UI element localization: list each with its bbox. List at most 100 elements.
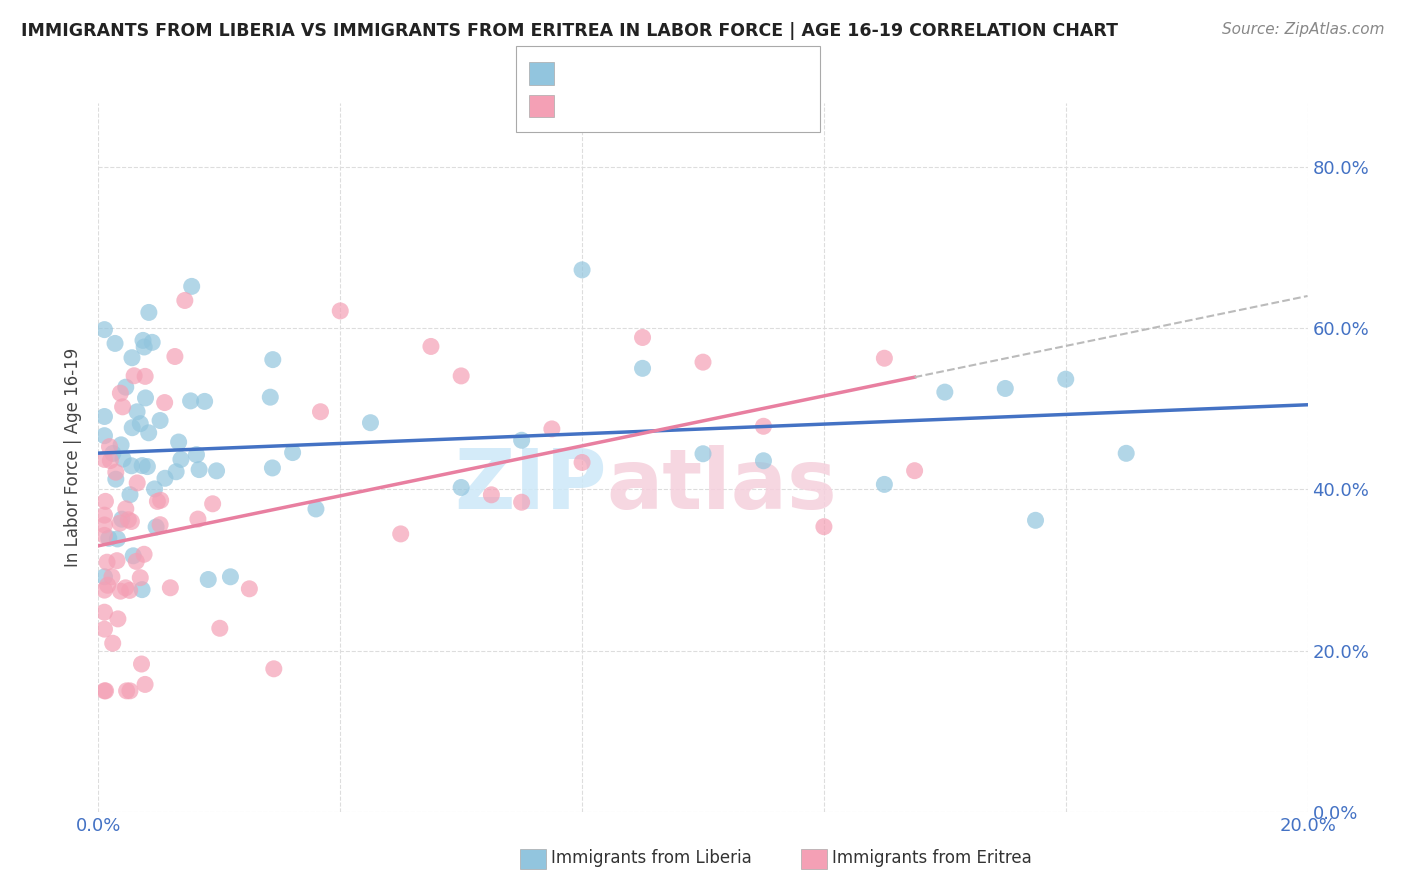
Text: atlas: atlas xyxy=(606,445,837,526)
Point xyxy=(165,465,187,479)
Point xyxy=(105,554,128,568)
Point xyxy=(145,520,167,534)
Point xyxy=(97,531,120,545)
Point xyxy=(93,518,115,533)
Point xyxy=(481,488,503,502)
Point xyxy=(125,405,148,419)
Point xyxy=(420,339,443,353)
Point xyxy=(510,495,533,509)
Point xyxy=(186,448,208,462)
Point xyxy=(187,512,209,526)
Point xyxy=(122,549,145,563)
Point xyxy=(389,527,412,541)
Point xyxy=(117,513,139,527)
Point xyxy=(873,351,896,366)
Point xyxy=(180,393,202,408)
Point xyxy=(631,361,654,376)
Point xyxy=(111,400,134,414)
Point xyxy=(138,425,160,440)
Point xyxy=(692,355,714,369)
Y-axis label: In Labor Force | Age 16-19: In Labor Force | Age 16-19 xyxy=(65,348,83,566)
Point xyxy=(167,435,190,450)
Point xyxy=(813,519,835,533)
Point xyxy=(510,434,533,448)
Point xyxy=(93,323,115,337)
Point xyxy=(153,471,176,485)
Point xyxy=(281,445,304,459)
Point xyxy=(121,458,143,473)
Point xyxy=(631,330,654,344)
Point xyxy=(134,677,156,691)
Point xyxy=(131,657,153,671)
Point xyxy=(692,447,714,461)
Text: Immigrants from Liberia: Immigrants from Liberia xyxy=(551,849,752,867)
Point xyxy=(104,472,127,486)
Text: Source: ZipAtlas.com: Source: ZipAtlas.com xyxy=(1222,22,1385,37)
Point xyxy=(153,395,176,409)
Point xyxy=(108,516,131,530)
Point xyxy=(138,305,160,319)
Point xyxy=(98,440,121,454)
Point xyxy=(143,482,166,496)
Text: R = 0.089  N = 62: R = 0.089 N = 62 xyxy=(565,62,744,80)
Text: Immigrants from Eritrea: Immigrants from Eritrea xyxy=(832,849,1032,867)
Point xyxy=(107,532,129,546)
Point xyxy=(114,501,136,516)
Point xyxy=(540,422,562,436)
Point xyxy=(309,405,332,419)
Point xyxy=(934,385,956,400)
Point xyxy=(262,461,284,475)
Point xyxy=(118,583,141,598)
Point xyxy=(163,350,186,364)
Point xyxy=(194,394,217,409)
Point xyxy=(360,416,382,430)
Point xyxy=(1115,446,1137,460)
Point xyxy=(571,263,593,277)
Point xyxy=(1024,513,1046,527)
Point xyxy=(127,475,149,490)
Point xyxy=(129,571,152,585)
Point xyxy=(101,446,124,460)
Point xyxy=(93,622,115,636)
Point xyxy=(188,462,211,476)
Point xyxy=(173,293,195,308)
Point xyxy=(132,334,155,348)
Point xyxy=(101,636,124,650)
Point xyxy=(118,488,141,502)
Point xyxy=(121,420,143,434)
Point xyxy=(115,683,138,698)
Point xyxy=(93,683,115,698)
Point xyxy=(136,459,159,474)
Point xyxy=(94,494,117,508)
Point xyxy=(121,351,143,365)
Point xyxy=(93,409,115,424)
Point xyxy=(1054,372,1077,386)
Point xyxy=(238,582,260,596)
Point xyxy=(262,352,284,367)
Point xyxy=(134,391,156,405)
Point xyxy=(132,547,155,561)
Point xyxy=(197,573,219,587)
Point xyxy=(118,683,141,698)
Point xyxy=(146,494,169,508)
Point xyxy=(94,683,117,698)
Text: R = 0.287  N = 65: R = 0.287 N = 65 xyxy=(565,96,744,114)
Point xyxy=(120,515,142,529)
Point xyxy=(571,455,593,469)
Point xyxy=(114,380,136,394)
Point xyxy=(112,452,135,467)
Point xyxy=(93,583,115,598)
Point xyxy=(131,582,153,597)
Point xyxy=(180,279,202,293)
Point xyxy=(149,493,172,508)
Point xyxy=(450,368,472,383)
Point xyxy=(111,512,134,526)
Point xyxy=(93,570,115,584)
Point xyxy=(131,458,153,473)
Point xyxy=(149,413,172,427)
Point xyxy=(134,369,156,384)
Point xyxy=(114,581,136,595)
Text: ZIP: ZIP xyxy=(454,445,606,526)
Point xyxy=(110,386,132,401)
Point xyxy=(125,554,148,568)
